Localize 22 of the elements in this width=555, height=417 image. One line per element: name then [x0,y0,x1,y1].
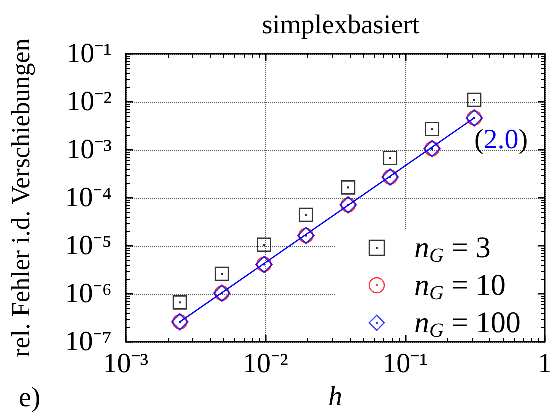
x-axis-title: h [328,381,342,412]
point [341,180,356,195]
y-tick-label: 10⁻² [66,86,112,118]
y-tick-label: 10⁻⁶ [65,278,112,310]
text: e) [19,382,41,414]
point [383,151,398,166]
point [257,238,272,252]
chart-title: simplexbasiert [262,10,420,40]
point [172,295,188,310]
point [467,92,482,108]
x-tick-label: 10⁻² [242,348,288,380]
x-tick-label: 1 [538,348,552,380]
y-tick-label: 10⁻³ [66,134,112,166]
annotation: (2.0) [474,124,528,156]
point [425,122,440,136]
point [298,208,314,222]
y-axis-title: rel. Fehler i.d. Verschiebungen [6,38,36,358]
y-tick-label: 10⁻⁴ [65,182,112,214]
y-tick-label: 10⁻⁵ [65,230,112,262]
x-tick-label: 10⁻¹ [382,348,428,380]
point [214,266,230,282]
y-tick-label: 10⁻¹ [66,38,112,70]
